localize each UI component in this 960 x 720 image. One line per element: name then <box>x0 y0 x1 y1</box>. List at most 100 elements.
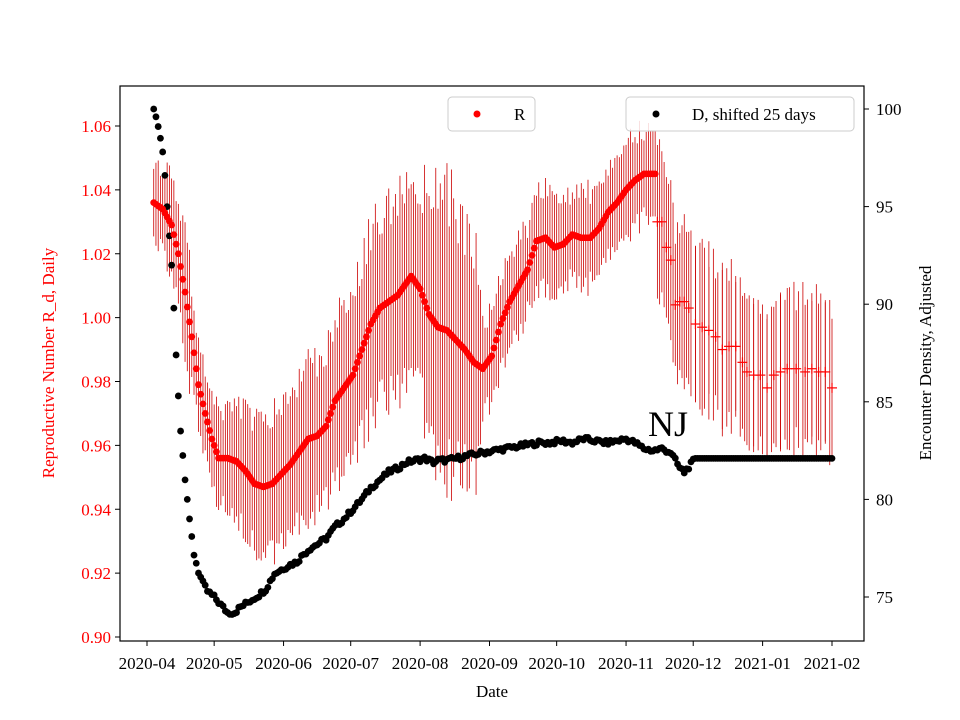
r-point <box>490 344 498 352</box>
d-point <box>150 105 158 113</box>
y-right-tick-label: 80 <box>876 490 893 509</box>
d-point <box>172 351 180 359</box>
r-point <box>495 328 502 336</box>
y-left-tick-label: 0.94 <box>81 500 111 519</box>
r-point <box>501 309 509 317</box>
r-point <box>212 448 220 456</box>
r-point <box>186 318 193 326</box>
r-point <box>356 352 364 360</box>
d-point <box>152 113 160 121</box>
d-point <box>233 609 240 616</box>
r-point <box>492 336 500 344</box>
d-point <box>828 455 836 462</box>
d-point <box>179 452 187 459</box>
r-point <box>528 251 536 259</box>
y-left-tick-label: 1.06 <box>81 117 111 136</box>
d-point <box>161 171 169 179</box>
r-point <box>170 231 178 238</box>
r-point <box>177 263 184 270</box>
d-point <box>295 558 303 565</box>
x-tick-label: 2020-11 <box>598 654 654 673</box>
x-axis: 2020-04 2020-05 2020-06 2020-07 2020-08 2020-… <box>119 641 861 673</box>
d-point <box>671 454 679 462</box>
x-tick-label: 2020-08 <box>392 654 449 673</box>
plot-frame <box>119 85 865 642</box>
d-point <box>168 261 176 269</box>
r-point <box>526 259 534 266</box>
x-tick-label: 2020-04 <box>119 654 176 673</box>
r-point <box>360 339 368 347</box>
r-point <box>365 327 373 334</box>
r-point <box>204 418 211 426</box>
d-point <box>177 427 184 435</box>
d-point <box>190 551 198 559</box>
d-point <box>264 583 272 591</box>
r-point <box>488 352 496 360</box>
r-point <box>322 422 330 430</box>
y-right-tick-label: 85 <box>876 393 893 412</box>
x-tick-label: 2020-09 <box>461 654 518 673</box>
y-axis-left-label: Reproductive Number R_d, Daily <box>39 247 58 478</box>
r-point <box>174 250 182 258</box>
y-right-tick-label: 75 <box>876 588 893 607</box>
r-point <box>524 266 531 274</box>
y-left-tick-label: 0.98 <box>81 373 111 392</box>
r-point <box>349 371 357 379</box>
r-point <box>497 320 505 328</box>
legend-d-marker <box>652 110 660 118</box>
y-left-tick-label: 1.02 <box>81 245 111 264</box>
r-point <box>188 333 196 341</box>
r-point <box>354 358 361 366</box>
legend-r-label: R <box>514 105 526 124</box>
d-point <box>154 123 162 130</box>
r-point <box>418 291 426 299</box>
y-axis-right-label: Encounter Density, Adjusted <box>916 265 935 460</box>
y-right-tick-label: 95 <box>876 198 893 217</box>
x-tick-label: 2020-07 <box>322 654 379 673</box>
r-point <box>168 221 176 229</box>
legend-d-box <box>625 96 855 132</box>
r-point <box>530 244 538 252</box>
d-point <box>192 559 200 567</box>
r-point <box>208 435 216 443</box>
y-left-tick-label: 1.04 <box>81 181 111 200</box>
r-point <box>499 315 507 322</box>
r-point <box>183 303 191 311</box>
y-axis-left: 0.90 0.92 0.94 0.96 0.98 1.00 1.02 1.04 1.06 <box>81 117 120 647</box>
x-tick-label: 2020-06 <box>255 654 312 673</box>
x-tick-label: 2021-01 <box>734 654 791 673</box>
y-left-tick-label: 1.00 <box>81 309 111 328</box>
region-annotation: NJ <box>648 404 688 444</box>
r-point <box>351 365 359 373</box>
x-tick-label: 2020-10 <box>528 654 585 673</box>
r-point <box>362 333 370 341</box>
legend-d: D, shifted 25 days <box>625 96 855 132</box>
d-point <box>181 476 189 484</box>
r-point <box>190 349 198 357</box>
legend-r-box <box>447 96 536 132</box>
d-point <box>342 514 350 522</box>
x-axis-label: Date <box>476 682 508 701</box>
y-left-tick-label: 0.90 <box>81 628 111 647</box>
legend-r-marker <box>473 110 481 118</box>
d-point <box>157 134 164 142</box>
legend-r: R <box>447 96 536 132</box>
x-tick-label: 2021-02 <box>804 654 861 673</box>
d-point <box>685 465 693 473</box>
r-point <box>206 427 214 434</box>
d-point <box>170 304 178 312</box>
r-point <box>195 381 202 389</box>
y-left-tick-label: 0.92 <box>81 564 111 583</box>
r-point <box>201 410 209 417</box>
d-point <box>174 392 182 400</box>
r-point <box>199 400 207 408</box>
d-point <box>186 515 193 523</box>
r-series <box>150 170 837 491</box>
r-point <box>210 441 218 449</box>
d-point <box>201 581 209 589</box>
d-series <box>150 105 836 618</box>
r-point <box>181 288 189 296</box>
legend-d-label: D, shifted 25 days <box>692 105 816 124</box>
x-tick-label: 2020-12 <box>665 654 722 673</box>
